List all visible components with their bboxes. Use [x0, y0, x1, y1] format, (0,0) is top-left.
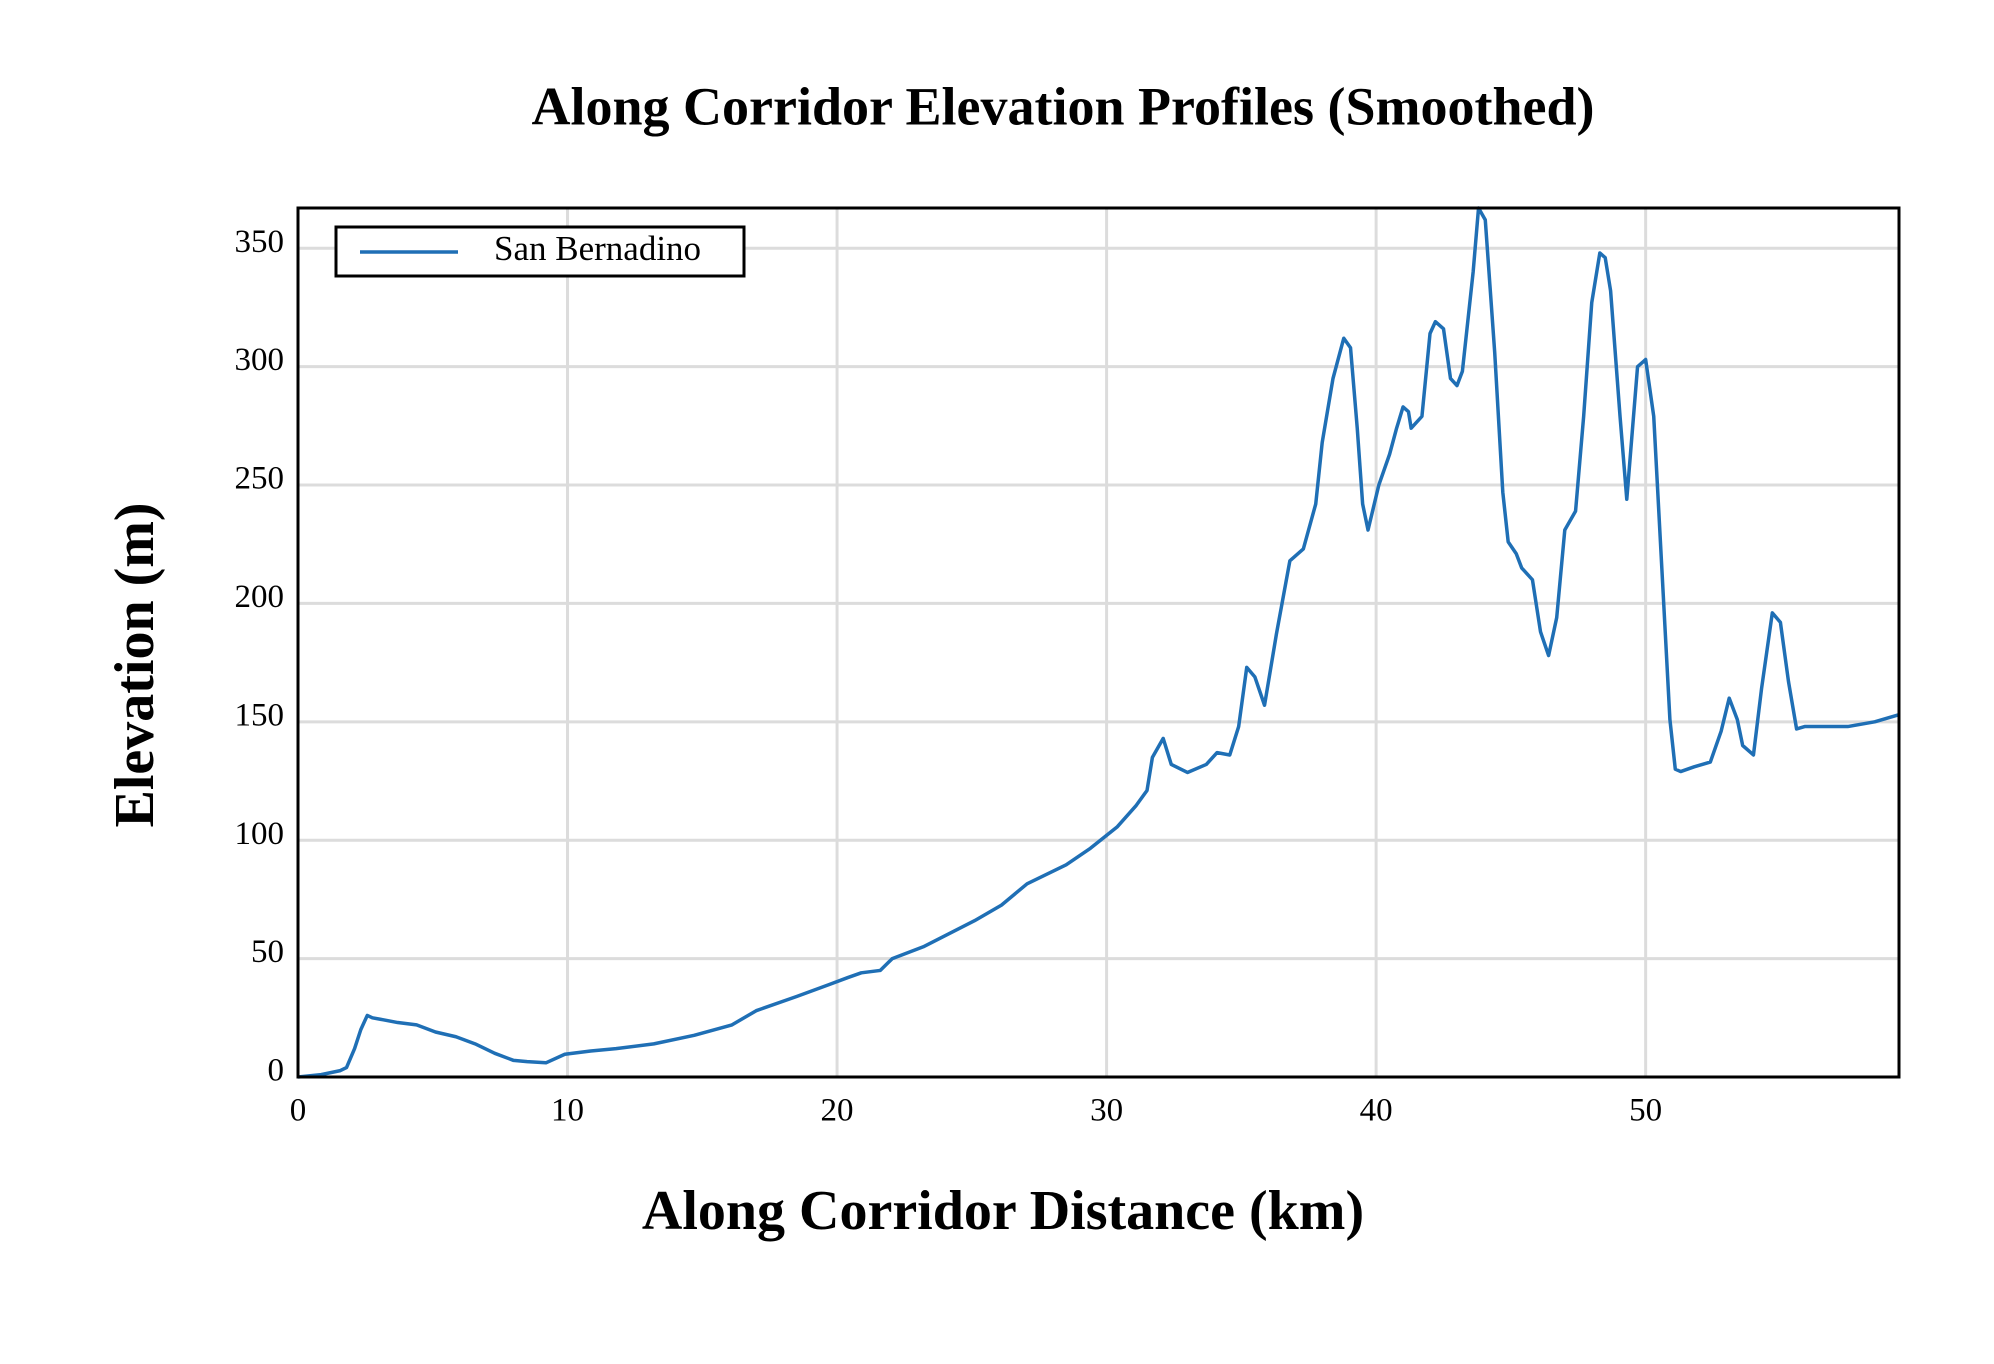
plot-frame [296, 206, 1901, 1079]
y-tick-label: 300 [235, 342, 285, 378]
y-tick-label: 250 [235, 461, 285, 497]
x-tick-label: 20 [821, 1093, 854, 1129]
y-tick-label: 50 [251, 934, 284, 970]
line [297, 206, 1900, 1079]
y-tick-label: 350 [235, 224, 285, 260]
x-tick-label: 10 [551, 1093, 584, 1129]
x-tick-label: 40 [1360, 1093, 1393, 1129]
x-tick-label: 30 [1090, 1093, 1123, 1129]
y-tick-label: 150 [235, 697, 285, 733]
y-tick-label: 200 [235, 579, 285, 615]
y-tick-label: 100 [235, 816, 285, 852]
x-tick-label: 50 [1629, 1093, 1662, 1129]
legend-label: San Bernadino [494, 229, 701, 268]
x-tick-label: 0 [290, 1093, 307, 1129]
y-tick-label: 0 [268, 1053, 285, 1089]
chart-title: Along Corridor Elevation Profiles (Smoot… [532, 76, 1595, 136]
y-axis-label: Elevation (m) [104, 502, 166, 827]
x-axis-label: Along Corridor Distance (km) [642, 1180, 1364, 1242]
